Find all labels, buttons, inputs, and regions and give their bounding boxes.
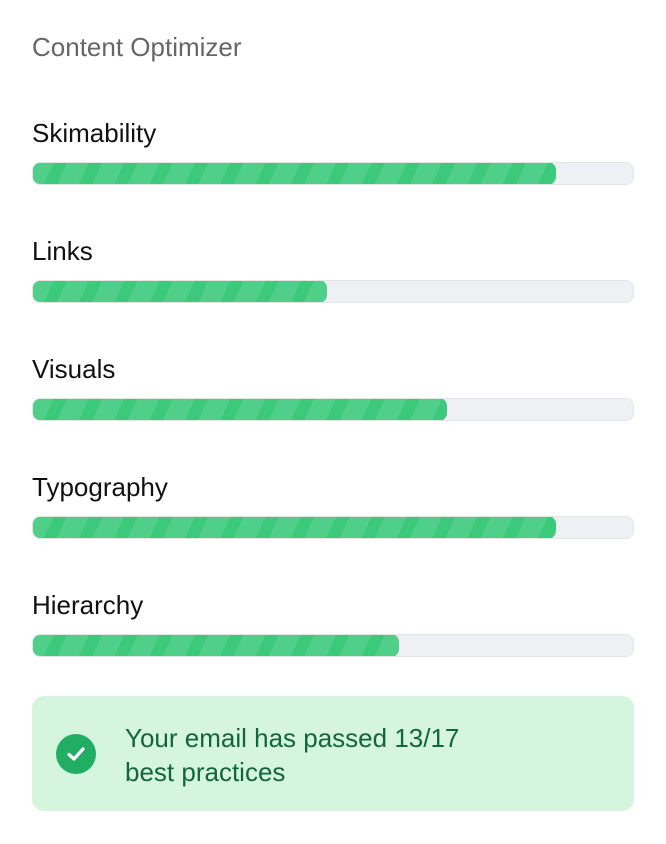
metric-label: Hierarchy <box>32 590 144 620</box>
metric-hierarchy: Hierarchy <box>32 588 634 657</box>
status-line-1: Your email has passed 13/17 <box>125 723 460 753</box>
metric-visuals: Visuals <box>32 352 634 421</box>
status-line-2: best practices <box>125 757 286 787</box>
status-message: Your email has passed 13/17 best practic… <box>125 721 545 789</box>
progress-fill <box>33 635 400 656</box>
metric-links: Links <box>32 234 634 303</box>
metric-typography: Typography <box>32 470 634 539</box>
progress-fill <box>33 399 448 420</box>
status-callout: Your email has passed 13/17 best practic… <box>32 696 634 811</box>
progress-fill <box>33 163 556 184</box>
progress-fill <box>33 517 556 538</box>
metric-skimability: Skimability <box>32 116 634 185</box>
check-circle-icon <box>56 734 96 774</box>
panel-title: Content Optimizer <box>32 32 242 62</box>
progress-track <box>32 162 634 185</box>
metric-label: Links <box>32 236 93 266</box>
progress-track <box>32 280 634 303</box>
metric-label: Typography <box>32 472 168 502</box>
progress-track <box>32 516 634 539</box>
progress-track <box>32 398 634 421</box>
progress-fill <box>33 281 327 302</box>
progress-track <box>32 634 634 657</box>
metric-label: Visuals <box>32 354 116 384</box>
metric-label: Skimability <box>32 118 157 148</box>
